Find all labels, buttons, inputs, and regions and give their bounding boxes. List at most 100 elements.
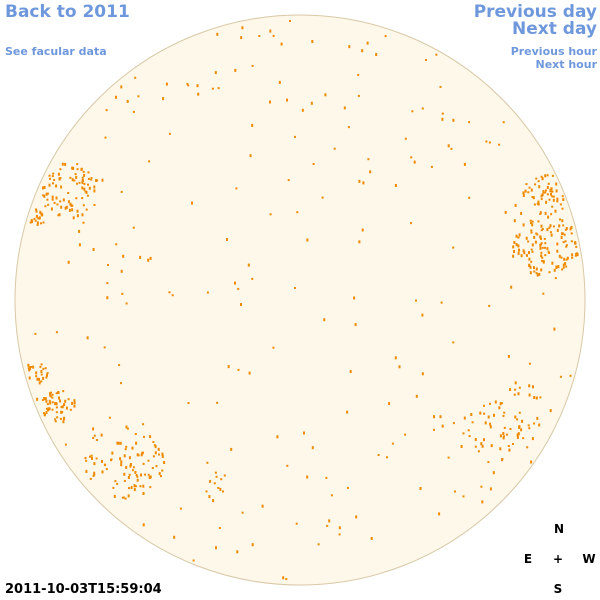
facular-point	[349, 370, 352, 373]
facular-point	[241, 26, 244, 30]
facular-point	[540, 242, 543, 245]
facular-point	[108, 416, 111, 419]
next-day-link[interactable]: Next day	[512, 19, 597, 39]
facular-point	[71, 204, 74, 207]
facular-point	[44, 205, 47, 208]
facular-link[interactable]: See facular data	[5, 45, 107, 58]
facular-point	[143, 435, 145, 438]
facular-point	[492, 471, 495, 475]
facular-point	[45, 376, 48, 379]
facular-point	[538, 423, 541, 427]
facular-point	[533, 235, 536, 239]
facular-point	[564, 228, 567, 231]
facular-point	[366, 41, 369, 45]
facular-point	[36, 397, 39, 401]
facular-point	[323, 318, 326, 322]
facular-point	[196, 84, 199, 88]
facular-point	[34, 332, 37, 335]
facular-point	[377, 454, 380, 456]
facular-point	[303, 431, 305, 435]
facular-point	[480, 485, 483, 488]
facular-point	[499, 402, 502, 406]
facular-point	[358, 240, 361, 244]
facular-point	[187, 84, 190, 87]
facular-point	[51, 198, 54, 201]
facular-point	[160, 475, 162, 478]
facular-point	[76, 214, 79, 218]
facular-point	[92, 248, 95, 251]
facular-point	[127, 476, 130, 479]
facular-point	[147, 473, 150, 476]
facular-point	[544, 191, 547, 194]
facular-point	[93, 434, 96, 437]
facular-point	[132, 226, 135, 229]
facular-point	[236, 550, 239, 554]
facular-point	[467, 429, 470, 432]
facular-point	[546, 193, 549, 196]
facular-point	[59, 200, 62, 203]
back-year-link[interactable]: Back to 2011	[5, 2, 130, 22]
facular-point	[561, 195, 564, 198]
facular-point	[120, 460, 123, 464]
facular-point	[37, 217, 40, 220]
facular-point	[85, 208, 88, 211]
facular-point	[114, 480, 117, 483]
facular-point	[45, 407, 48, 410]
previous-day-link[interactable]: Previous day	[473, 2, 597, 22]
facular-point	[78, 181, 81, 184]
facular-point	[570, 232, 573, 235]
facular-point	[42, 221, 45, 224]
facular-point	[142, 492, 145, 495]
solar-disc	[14, 14, 586, 586]
facular-point	[134, 76, 137, 79]
facular-point	[530, 260, 533, 263]
facular-point	[522, 249, 525, 253]
facular-point	[311, 40, 314, 43]
facular-point	[527, 191, 530, 194]
facular-point	[58, 213, 61, 217]
facular-point	[57, 172, 60, 176]
facular-point	[513, 250, 515, 253]
facular-point	[132, 466, 135, 469]
facular-point	[460, 445, 463, 448]
facular-point	[526, 446, 529, 449]
facular-point	[43, 412, 45, 415]
facular-point	[136, 453, 139, 457]
facular-point	[501, 458, 503, 462]
facular-point	[509, 388, 512, 391]
facular-point	[139, 255, 142, 259]
facular-point	[65, 205, 68, 209]
facular-point	[347, 126, 350, 129]
facular-point	[354, 323, 357, 327]
facular-point	[516, 418, 519, 421]
facular-point	[142, 451, 144, 454]
facular-point	[33, 217, 36, 220]
facular-point	[39, 365, 42, 368]
previous-hour-link[interactable]: Previous hour	[510, 45, 597, 58]
facular-point	[48, 183, 51, 187]
facular-point	[135, 474, 138, 477]
facular-point	[134, 485, 137, 488]
facular-point	[42, 367, 45, 370]
facular-point	[512, 254, 515, 258]
facular-point	[107, 264, 109, 266]
facular-point	[280, 42, 283, 46]
facular-point	[510, 285, 513, 289]
facular-point	[286, 98, 288, 102]
facular-point	[474, 438, 477, 441]
facular-point	[468, 435, 471, 438]
facular-point	[528, 384, 531, 388]
facular-point	[43, 413, 46, 417]
facular-point	[206, 461, 209, 464]
next-hour-link[interactable]: Next hour	[535, 58, 598, 71]
compass-north: N	[553, 522, 565, 536]
facular-point	[531, 196, 534, 198]
facular-point	[530, 229, 533, 232]
facular-point	[346, 410, 349, 414]
facular-point	[463, 416, 466, 420]
facular-point	[367, 158, 370, 161]
facular-point	[503, 426, 506, 429]
facular-point	[536, 202, 539, 205]
facular-point	[137, 95, 140, 98]
facular-point	[230, 447, 233, 451]
